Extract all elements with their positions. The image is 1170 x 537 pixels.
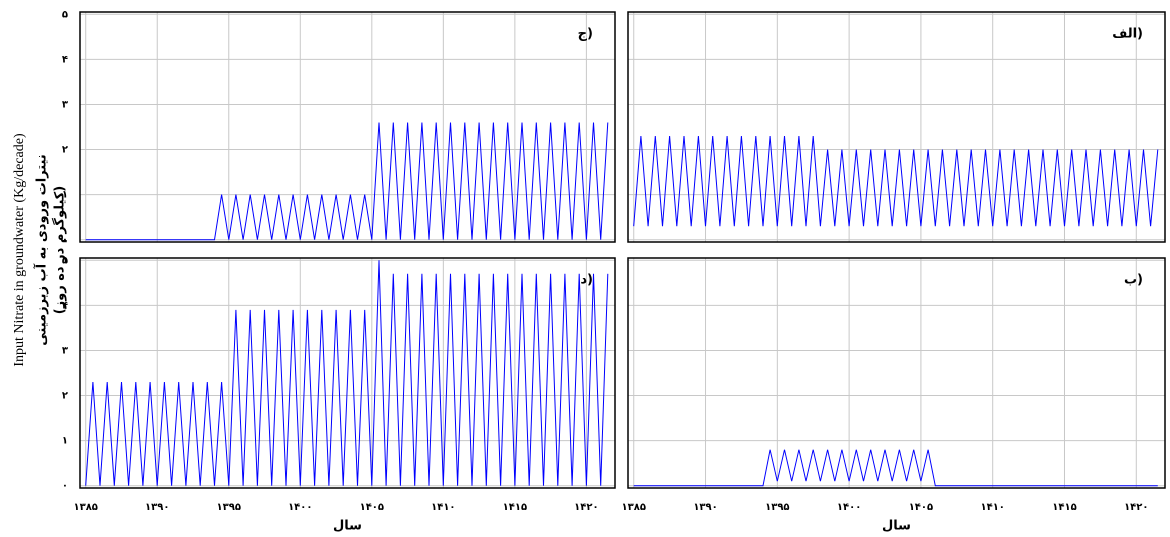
y-tick-label: ۰ (62, 481, 68, 492)
x-tick-label: ۱۴۰۵ (909, 502, 933, 513)
y-tick-label: ۲ (62, 145, 68, 156)
plot-frame (79, 257, 616, 489)
y-tick-label: ۰ (62, 235, 68, 246)
data-line (85, 122, 609, 241)
plot-frame (627, 11, 1166, 243)
panel-label: الف) (1112, 27, 1143, 42)
x-axis-label: سال (882, 519, 911, 534)
x-tick-label: ۱۳۹۰ (145, 502, 169, 513)
y-tick-label: ۵ (62, 255, 68, 266)
x-tick-label: ۱۳۹۰ (693, 502, 717, 513)
x-tick-label: ۱۴۱۰ (431, 502, 455, 513)
y-tick-label: ۵ (62, 9, 68, 20)
plot-area (628, 258, 1165, 488)
panel-label: د) (580, 273, 593, 288)
x-tick-label: ۱۴۲۰ (1124, 502, 1148, 513)
x-tick-label: ۱۴۱۵ (1052, 502, 1076, 513)
plot-frame (627, 257, 1166, 489)
y-label-fa: (کیلوگرم در ده روز) (52, 186, 68, 315)
x-tick-label: ۱۴۰۰ (288, 502, 312, 513)
panel-label: ب) (1124, 273, 1143, 288)
x-axis-label: سال (333, 519, 362, 534)
y-tick-label: ۳ (62, 345, 68, 356)
y-tick-label: ۴ (62, 300, 68, 311)
x-tick-label: ۱۴۱۵ (503, 502, 527, 513)
plot-frame (79, 11, 616, 243)
x-tick-label: ۱۴۰۰ (837, 502, 861, 513)
plot-area (80, 12, 615, 242)
y-tick-label: ۲ (62, 391, 68, 402)
y-tick-label: ۳ (62, 99, 68, 110)
panel-label: ج) (578, 27, 593, 42)
data-line (85, 260, 609, 486)
x-tick-label: ۱۳۸۵ (74, 502, 98, 513)
y-tick-label: ۱ (62, 190, 68, 201)
x-tick-label: ۱۳۹۵ (217, 502, 241, 513)
x-tick-label: ۱۴۲۰ (574, 502, 598, 513)
data-line (633, 449, 1158, 487)
y-label-en: Input Nitrate in groundwater (Kg/decade) (12, 133, 27, 367)
data-line (633, 135, 1159, 227)
plot-area (628, 12, 1165, 242)
y-label-fa: نیترات ورودی به آب زیرزمینی (33, 154, 50, 345)
x-tick-label: ۱۳۹۵ (765, 502, 789, 513)
y-tick-label: ۱ (62, 436, 68, 447)
y-tick-label: ۴ (62, 54, 68, 65)
x-tick-label: ۱۳۸۵ (622, 502, 646, 513)
x-tick-label: ۱۴۱۰ (980, 502, 1004, 513)
x-tick-label: ۱۴۰۵ (360, 502, 384, 513)
